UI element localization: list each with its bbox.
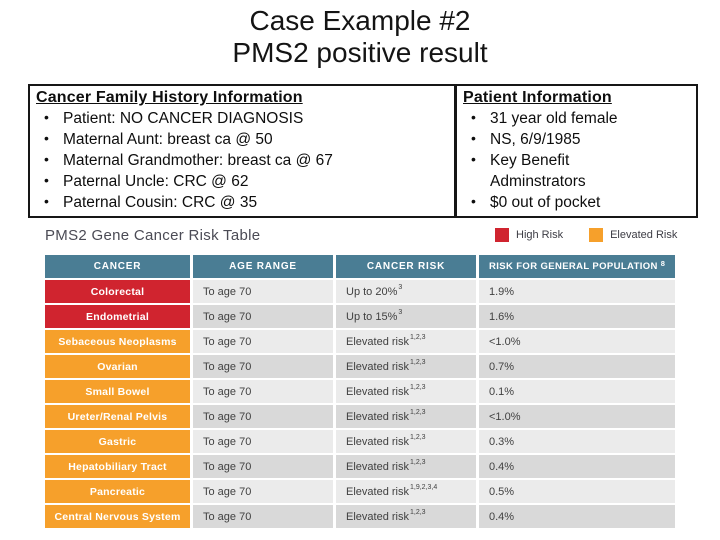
slide-title-line2: PMS2 positive result xyxy=(232,37,488,68)
table-cell-age-range: To age 70 xyxy=(193,330,333,353)
footnote-superscript: 1,2,3 xyxy=(409,409,426,416)
column-header-age-range: AGE RANGE xyxy=(193,255,333,278)
cancer-risk-text: Elevated risk xyxy=(346,460,409,473)
cancer-risk-text: Elevated risk xyxy=(346,360,409,373)
table-cell-age-range: To age 70 xyxy=(193,305,333,328)
footnote-superscript: 3 xyxy=(398,284,403,291)
table-cell-cancer-risk: Elevated risk 1,2,3 xyxy=(336,355,476,378)
legend-label: Elevated Risk xyxy=(610,229,678,241)
footnote-superscript: 1,2,3 xyxy=(409,334,426,341)
footnote-superscript: 1,9,2,3,4 xyxy=(409,484,438,491)
cancer-risk-text: Elevated risk xyxy=(346,510,409,523)
column-header-cancer-risk: CANCER RISK xyxy=(336,255,476,278)
table-cell-cancer-risk: Elevated risk 1,2,3 xyxy=(336,330,476,353)
column-header-general-population: RISK FOR GENERAL POPULATION 8 xyxy=(479,255,675,278)
family-history-box: Cancer Family History Information Patien… xyxy=(28,84,456,218)
cancer-risk-text: Elevated risk xyxy=(346,435,409,448)
table-row-cancer: Gastric xyxy=(45,430,190,453)
risk-table: CANCER AGE RANGE CANCER RISK RISK FOR GE… xyxy=(45,255,675,528)
patient-info-heading: Patient Information xyxy=(463,89,612,106)
patient-info-item: Key Benefit Adminstrators xyxy=(463,149,658,192)
table-cell-general-population: 0.3% xyxy=(479,430,675,453)
footnote-superscript: 1,2,3 xyxy=(409,509,426,516)
risk-table-caption: PMS2 Gene Cancer Risk Table xyxy=(45,227,261,244)
patient-info-list: 31 year old female NS, 6/9/1985 Key Bene… xyxy=(463,107,690,213)
slide-title: Case Example #2 PMS2 positive result xyxy=(0,5,720,69)
footnote-superscript: 3 xyxy=(398,309,403,316)
footnote-superscript: 1,2,3 xyxy=(409,434,426,441)
table-cell-general-population: 1.9% xyxy=(479,280,675,303)
table-cell-cancer-risk: Elevated risk 1,2,3 xyxy=(336,455,476,478)
table-cell-general-population: <1.0% xyxy=(479,405,675,428)
table-row-cancer: Sebaceous Neoplasms xyxy=(45,330,190,353)
family-history-item: Paternal Cousin: CRC @ 35 xyxy=(36,191,448,213)
column-header-cancer: CANCER xyxy=(45,255,190,278)
table-cell-general-population: <1.0% xyxy=(479,330,675,353)
risk-table-legend: High Risk Elevated Risk xyxy=(495,228,677,242)
family-history-item: Patient: NO CANCER DIAGNOSIS xyxy=(36,107,448,129)
table-cell-cancer-risk: Up to 20% 3 xyxy=(336,280,476,303)
table-cell-age-range: To age 70 xyxy=(193,280,333,303)
table-cell-cancer-risk: Elevated risk 1,2,3 xyxy=(336,505,476,528)
table-row-cancer: Ovarian xyxy=(45,355,190,378)
table-cell-general-population: 0.5% xyxy=(479,480,675,503)
table-cell-age-range: To age 70 xyxy=(193,455,333,478)
column-header-text: RISK FOR GENERAL POPULATION xyxy=(489,261,658,272)
table-cell-cancer-risk: Elevated risk 1,2,3 xyxy=(336,430,476,453)
footnote-superscript: 8 xyxy=(660,258,665,268)
footnote-superscript: 1,2,3 xyxy=(409,359,426,366)
cancer-risk-text: Up to 15% xyxy=(346,310,398,323)
cancer-risk-text: Elevated risk xyxy=(346,410,409,423)
table-cell-cancer-risk: Elevated risk 1,2,3 xyxy=(336,405,476,428)
table-cell-cancer-risk: Elevated risk 1,2,3 xyxy=(336,380,476,403)
table-row-cancer: Ureter/Renal Pelvis xyxy=(45,405,190,428)
table-cell-general-population: 0.7% xyxy=(479,355,675,378)
table-row-cancer: Endometrial xyxy=(45,305,190,328)
patient-info-item: NS, 6/9/1985 xyxy=(463,128,690,150)
cancer-risk-text: Up to 20% xyxy=(346,285,398,298)
family-history-list: Patient: NO CANCER DIAGNOSIS Maternal Au… xyxy=(36,107,448,213)
legend-elevated-risk: Elevated Risk xyxy=(589,228,677,242)
table-cell-age-range: To age 70 xyxy=(193,355,333,378)
family-history-item: Maternal Aunt: breast ca @ 50 xyxy=(36,128,448,150)
elevated-risk-swatch-icon xyxy=(589,228,604,242)
table-row-cancer: Central Nervous System xyxy=(45,505,190,528)
patient-info-item: 31 year old female xyxy=(463,107,690,129)
table-cell-general-population: 0.4% xyxy=(479,455,675,478)
slide-title-line1: Case Example #2 xyxy=(249,5,471,36)
family-history-item: Paternal Uncle: CRC @ 62 xyxy=(36,170,448,192)
table-cell-general-population: 0.1% xyxy=(479,380,675,403)
table-cell-cancer-risk: Elevated risk 1,9,2,3,4 xyxy=(336,480,476,503)
legend-high-risk: High Risk xyxy=(495,228,563,242)
table-cell-age-range: To age 70 xyxy=(193,505,333,528)
table-cell-cancer-risk: Up to 15% 3 xyxy=(336,305,476,328)
table-row-cancer: Small Bowel xyxy=(45,380,190,403)
table-cell-age-range: To age 70 xyxy=(193,430,333,453)
cancer-risk-text: Elevated risk xyxy=(346,335,409,348)
table-cell-age-range: To age 70 xyxy=(193,405,333,428)
table-cell-general-population: 1.6% xyxy=(479,305,675,328)
high-risk-swatch-icon xyxy=(495,228,509,242)
patient-info-box: Patient Information 31 year old female N… xyxy=(455,84,698,218)
patient-info-item: $0 out of pocket xyxy=(463,191,690,213)
legend-label: High Risk xyxy=(516,229,564,241)
table-cell-age-range: To age 70 xyxy=(193,480,333,503)
table-row-cancer: Colorectal xyxy=(45,280,190,303)
table-row-cancer: Pancreatic xyxy=(45,480,190,503)
table-row-cancer: Hepatobiliary Tract xyxy=(45,455,190,478)
family-history-item: Maternal Grandmother: breast ca @ 67 xyxy=(36,149,448,171)
footnote-superscript: 1,2,3 xyxy=(409,459,426,466)
table-cell-general-population: 0.4% xyxy=(479,505,675,528)
family-history-heading: Cancer Family History Information xyxy=(36,89,303,106)
table-cell-age-range: To age 70 xyxy=(193,380,333,403)
footnote-superscript: 1,2,3 xyxy=(409,384,426,391)
cancer-risk-text: Elevated risk xyxy=(346,385,409,398)
cancer-risk-text: Elevated risk xyxy=(346,485,409,498)
